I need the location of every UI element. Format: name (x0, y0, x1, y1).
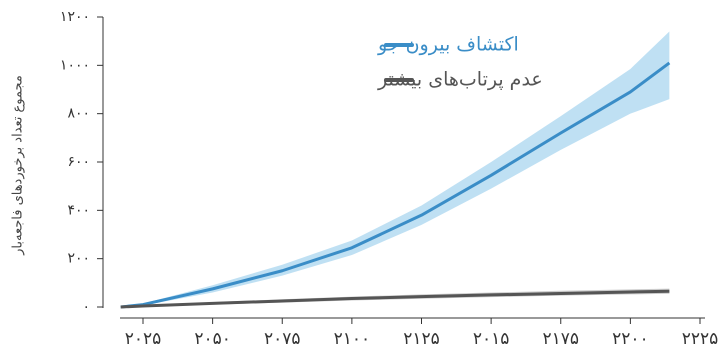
series-line (120, 61, 671, 309)
y-tick-label: ۸۰۰ (67, 106, 90, 122)
x-tick-label: ۲۰۷۵ (264, 329, 301, 349)
y-tick-label: ۱۲۰۰ (60, 9, 90, 25)
series-line (120, 289, 670, 309)
x-tick-label: ۲۱۰۰ (334, 329, 371, 349)
x-tick-label: ۲۱۲۵ (403, 329, 440, 349)
y-tick-label: ۲۰۰ (67, 251, 90, 267)
y-tick-label: ۰ (82, 299, 90, 315)
y-tick-label: ۴۰۰ (67, 202, 90, 218)
x-tick-label: ۲۱۷۵ (542, 329, 579, 349)
y-tick-label: ۱۰۰۰ (60, 57, 90, 73)
legend-label: عدم پرتاب‌های بیشتر (377, 69, 543, 91)
y-axis-label: مجموع تعداد برخوردهای فاجعه‌بار (11, 75, 26, 256)
x-tick-label: ۲۰۱۵ (473, 329, 510, 349)
x-tick-label: ۲۲۰۰ (612, 329, 649, 349)
x-tick-label: ۲۰۲۵ (125, 329, 162, 349)
y-tick-label: ۶۰۰ (67, 154, 90, 170)
legend-label: اکتشاف بیرون جو (377, 34, 519, 56)
x-tick-label: ۲۲۲۵ (682, 329, 719, 349)
x-tick-label: ۲۰۵۰ (194, 329, 231, 349)
